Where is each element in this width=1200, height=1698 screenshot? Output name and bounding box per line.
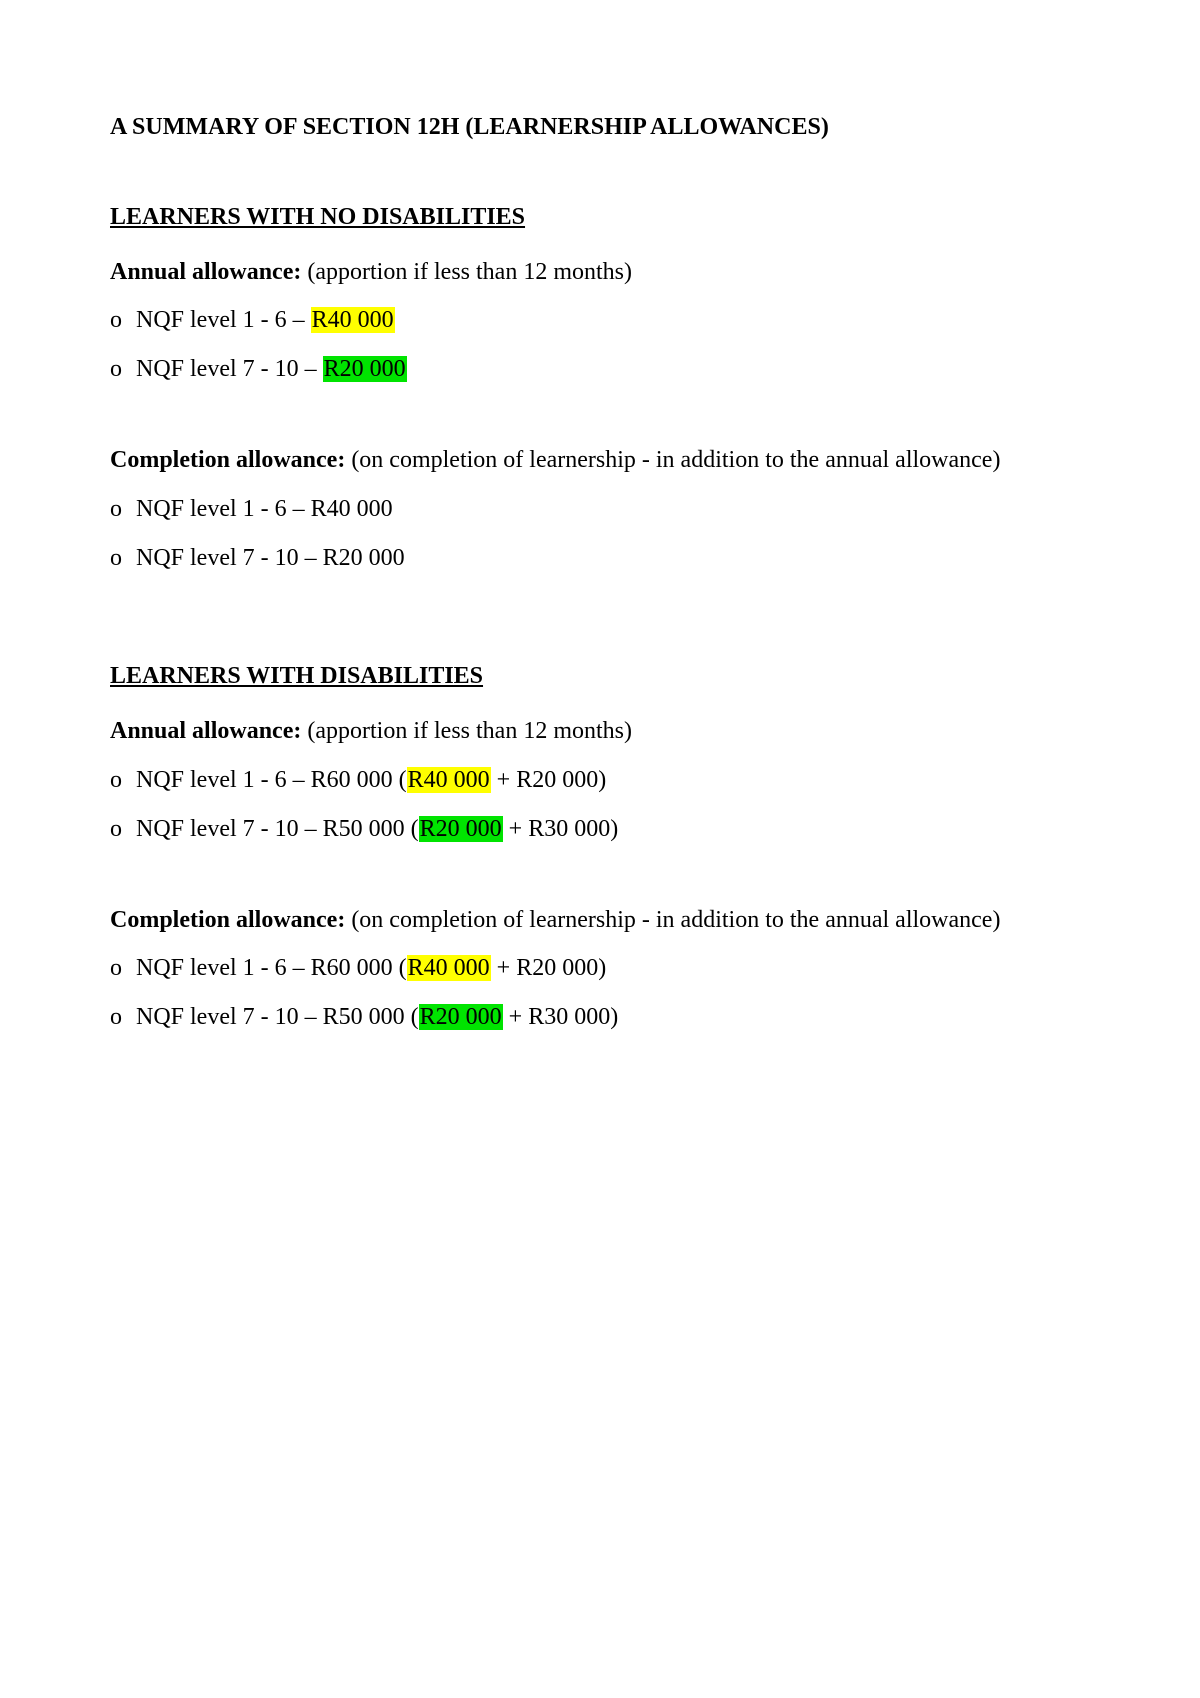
highlight: R20 000 [323, 356, 407, 382]
item-text-pre: NQF level 1 - 6 – R40 000 [130, 496, 393, 522]
bullet-icon: o [110, 541, 130, 576]
item-text-pre: NQF level 7 - 10 – R20 000 [130, 545, 405, 571]
allowance-label: Annual allowance: [110, 259, 301, 285]
highlight: R40 000 [311, 307, 395, 333]
bullet-icon: o [110, 812, 130, 847]
allowance-subheading: Completion allowance: (on completion of … [110, 443, 1090, 478]
section-heading: LEARNERS WITH NO DISABILITIES [110, 200, 1090, 235]
item-text-pre: NQF level 1 - 6 – R60 000 ( [130, 767, 407, 793]
section-heading: LEARNERS WITH DISABILITIES [110, 659, 1090, 694]
bullet-icon: o [110, 492, 130, 527]
bullet-icon: o [110, 303, 130, 338]
allowance-note: (apportion if less than 12 months) [301, 259, 632, 285]
list-item: o NQF level 1 - 6 – R40 000 [110, 303, 1090, 338]
list-item: o NQF level 7 - 10 – R20 000 [110, 541, 1090, 576]
item-text-pre: NQF level 7 - 10 – R50 000 ( [130, 1004, 419, 1030]
list-item: o NQF level 1 - 6 – R40 000 [110, 492, 1090, 527]
highlight: R40 000 [407, 955, 491, 981]
allowance-subheading: Annual allowance: (apportion if less tha… [110, 255, 1090, 290]
allowance-label: Completion allowance: [110, 907, 345, 933]
bullet-icon: o [110, 1000, 130, 1035]
list-item: o NQF level 7 - 10 – R50 000 (R20 000 + … [110, 1000, 1090, 1035]
item-text-pre: NQF level 7 - 10 – R50 000 ( [130, 816, 419, 842]
list-item: o NQF level 7 - 10 – R50 000 (R20 000 + … [110, 812, 1090, 847]
bullet-icon: o [110, 951, 130, 986]
allowance-label: Completion allowance: [110, 447, 345, 473]
highlight: R40 000 [407, 767, 491, 793]
item-text-pre: NQF level 7 - 10 – [130, 356, 323, 382]
item-text-post: + R30 000) [503, 1004, 619, 1030]
page-title: A SUMMARY OF SECTION 12H (LEARNERSHIP AL… [110, 110, 1090, 145]
item-text-post: + R20 000) [491, 767, 607, 793]
list-item: o NQF level 1 - 6 – R60 000 (R40 000 + R… [110, 951, 1090, 986]
allowance-label: Annual allowance: [110, 718, 301, 744]
document-page: A SUMMARY OF SECTION 12H (LEARNERSHIP AL… [0, 0, 1200, 1149]
allowance-subheading: Completion allowance: (on completion of … [110, 903, 1090, 938]
item-text-post: + R20 000) [491, 955, 607, 981]
item-text-post: + R30 000) [503, 816, 619, 842]
bullet-icon: o [110, 763, 130, 798]
item-text-pre: NQF level 1 - 6 – R60 000 ( [130, 955, 407, 981]
highlight: R20 000 [419, 1004, 503, 1030]
item-text-pre: NQF level 1 - 6 – [130, 307, 311, 333]
allowance-subheading: Annual allowance: (apportion if less tha… [110, 714, 1090, 749]
list-item: o NQF level 7 - 10 – R20 000 [110, 352, 1090, 387]
allowance-note: (on completion of learnership - in addit… [345, 447, 1000, 473]
list-item: o NQF level 1 - 6 – R60 000 (R40 000 + R… [110, 763, 1090, 798]
highlight: R20 000 [419, 816, 503, 842]
allowance-note: (apportion if less than 12 months) [301, 718, 632, 744]
bullet-icon: o [110, 352, 130, 387]
allowance-note: (on completion of learnership - in addit… [345, 907, 1000, 933]
